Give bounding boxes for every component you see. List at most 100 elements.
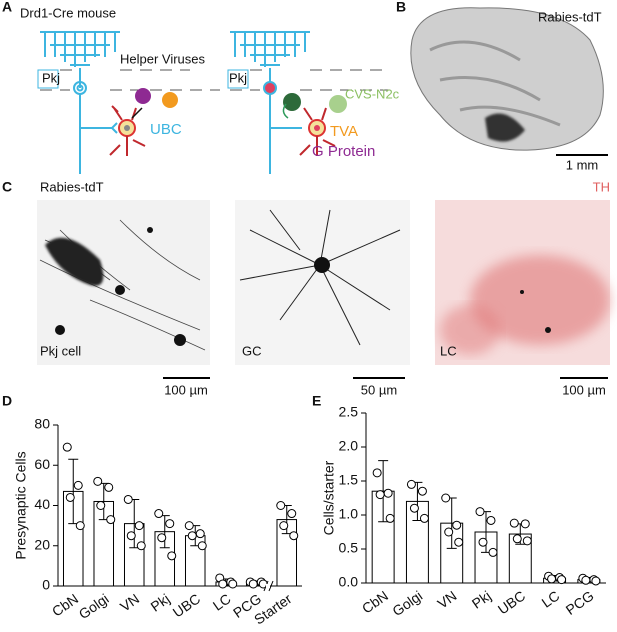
- data-point: [383, 488, 393, 498]
- y-tick-label: 2.0: [339, 438, 359, 454]
- image-label: Rabies-tdT: [538, 9, 602, 24]
- y-tick-label: 40: [34, 496, 50, 512]
- y-axis-label: Cells/starter: [321, 460, 337, 535]
- data-point: [406, 479, 416, 489]
- data-point: [287, 509, 297, 519]
- data-point: [62, 442, 72, 452]
- axis-break-gap: [266, 584, 270, 588]
- x-tick-label: Golgi: [76, 590, 112, 622]
- data-point: [167, 551, 177, 561]
- data-point: [478, 537, 488, 547]
- data-point: [419, 513, 429, 523]
- schematic-label: Pkj: [42, 70, 60, 85]
- data-point: [195, 529, 205, 539]
- data-point: [441, 493, 451, 503]
- x-tick-label: CbN: [359, 587, 391, 616]
- x-tick-label: Pkj: [469, 587, 494, 611]
- data-point: [154, 509, 164, 519]
- schematic-label: Helper Viruses: [120, 51, 206, 66]
- x-tick-label: VN: [117, 590, 142, 614]
- data-point: [65, 492, 75, 502]
- scale-label: 100 µm: [164, 382, 208, 397]
- micrograph: [435, 200, 610, 365]
- data-point: [522, 536, 532, 546]
- x-tick-label: Pkj: [147, 590, 172, 614]
- data-point: [187, 531, 197, 541]
- data-point: [454, 537, 464, 547]
- panel-label: B: [396, 0, 406, 15]
- brain-section: [410, 7, 604, 151]
- data-point: [488, 547, 498, 557]
- data-point: [409, 503, 419, 513]
- x-tick-label: VN: [434, 587, 459, 611]
- y-tick-label: 1.0: [339, 506, 359, 522]
- scale-label: 1 mm: [566, 157, 599, 172]
- data-point: [475, 507, 485, 517]
- data-point: [106, 515, 116, 525]
- y-tick-label: 2.5: [339, 404, 359, 420]
- y-tick-label: 20: [34, 536, 50, 552]
- x-tick-label: LC: [210, 590, 234, 613]
- schematic-label: UBC: [150, 121, 182, 138]
- data-point: [385, 513, 395, 523]
- data-point: [375, 490, 385, 500]
- y-tick-label: 60: [34, 456, 50, 472]
- data-point: [452, 520, 462, 530]
- x-tick-label: UBC: [170, 590, 203, 620]
- schematic-right: [227, 31, 390, 174]
- schematic-label: CVS-N2c: [345, 86, 400, 101]
- data-point: [444, 527, 454, 537]
- x-tick-label: CbN: [49, 590, 81, 619]
- image-label: TH: [593, 179, 610, 194]
- micrograph: [235, 200, 410, 365]
- data-point: [289, 531, 299, 541]
- panel-label: D: [2, 393, 12, 409]
- data-point: [557, 575, 567, 585]
- image-label: LC: [440, 343, 457, 358]
- data-point: [93, 476, 103, 486]
- image-label: Pkj cell: [40, 343, 81, 358]
- panel-label: C: [2, 179, 12, 195]
- x-tick-label: Golgi: [389, 587, 425, 619]
- data-point: [512, 534, 522, 544]
- y-tick-label: 80: [34, 416, 50, 432]
- data-point: [228, 579, 238, 589]
- scale-label: 100 µm: [562, 382, 606, 397]
- panel-label: E: [312, 393, 321, 409]
- x-tick-label: PCG: [563, 587, 597, 618]
- data-point: [104, 482, 114, 492]
- data-point: [126, 531, 136, 541]
- data-point: [73, 480, 83, 490]
- y-tick-label: 0.0: [339, 574, 359, 590]
- data-point: [520, 519, 530, 529]
- data-point: [248, 579, 258, 589]
- error-bar: [378, 460, 389, 523]
- data-point: [157, 533, 167, 543]
- data-point: [547, 574, 557, 584]
- image-label: GC: [242, 343, 262, 358]
- data-point: [134, 521, 144, 531]
- x-tick-label: UBC: [495, 587, 528, 617]
- schematic-label: Pkj: [229, 70, 247, 85]
- y-tick-label: 0: [42, 577, 50, 593]
- data-point: [279, 521, 289, 531]
- data-point: [136, 541, 146, 551]
- data-point: [486, 515, 496, 525]
- data-point: [123, 494, 133, 504]
- data-point: [96, 501, 106, 510]
- micrograph: [37, 200, 210, 365]
- schematic-title: Drd1-Cre mouse: [20, 5, 116, 20]
- schematic-label: G Protein: [312, 143, 375, 160]
- x-tick-label: LC: [539, 587, 563, 610]
- data-point: [372, 468, 382, 478]
- schematic-left: [37, 31, 220, 174]
- schematic-label: TVA: [330, 123, 358, 140]
- scale-label: 50 µm: [361, 382, 397, 397]
- data-point: [509, 518, 519, 528]
- y-tick-label: 1.5: [339, 472, 359, 488]
- panel-label: A: [2, 0, 12, 15]
- y-axis-label: Presynaptic Cells: [13, 451, 29, 559]
- data-point: [417, 486, 427, 496]
